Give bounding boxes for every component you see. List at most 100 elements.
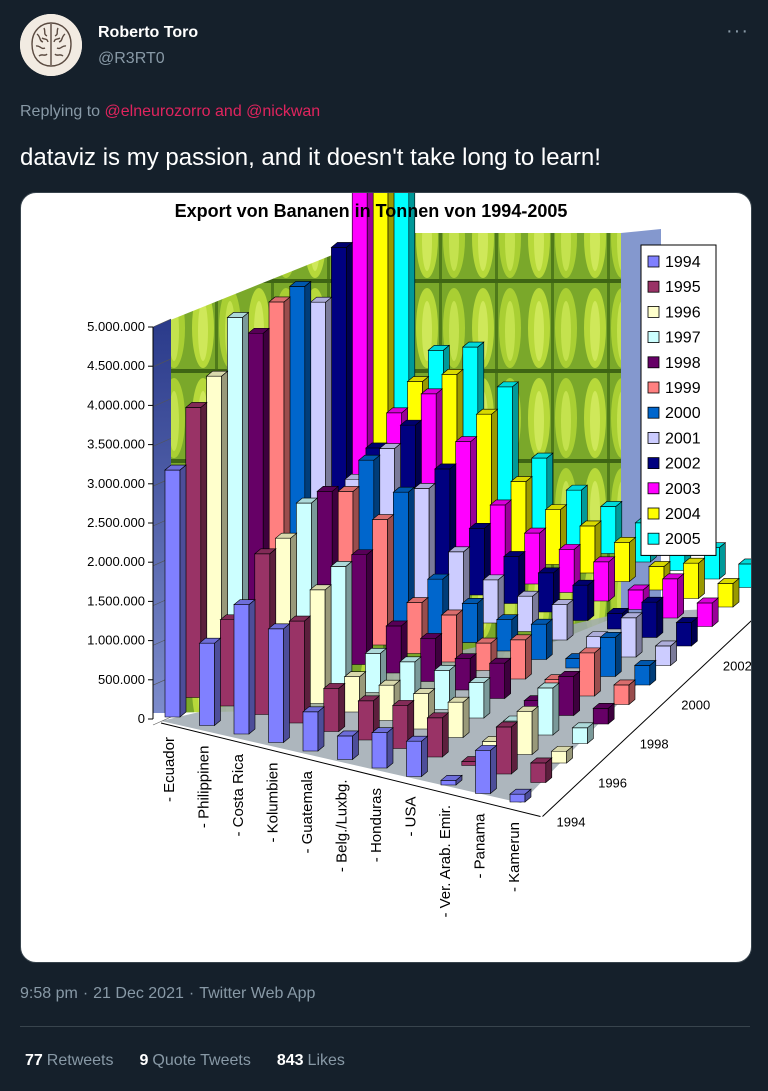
tweet-time[interactable]: 9:58 pm [20,985,78,1002]
retweets-count: 77 [25,1052,43,1069]
bar-1994-1 [198,637,222,727]
bar-1994-7 [405,735,429,778]
depth-axis-line [542,620,751,817]
bar-1994-3 [267,623,291,744]
likes-label: Likes [307,1052,345,1069]
bar-2003-10 [696,597,720,628]
legend-label: 2001 [665,430,701,447]
bar-1998-3 [350,549,374,666]
legend-swatch [647,482,660,495]
bar-1994-4 [302,706,325,752]
x-tick-label: - Panama [472,813,489,879]
bar-1999-5 [440,609,464,663]
bar-1997-7 [468,677,491,719]
user-handle: @R3RT0 [98,50,165,67]
tweet-source[interactable]: Twitter Web App [199,985,316,1002]
y-tick-label: 1.500.000 [87,593,145,608]
bar-2004-10 [717,577,740,608]
bar-1998-9 [557,670,581,717]
legend-label: 2002 [665,456,701,473]
legend-label: 1997 [665,330,701,347]
bar-1997-3 [330,560,353,685]
depth-tick-label: 1998 [640,737,669,752]
depth-tick-label: 2000 [681,698,710,713]
x-tick-label: - Costa Rica [230,753,247,836]
bar-2002-9 [641,596,664,639]
legend: 1994 1995 1996 1997 1998 1999 2000 2001 2002 2003… [640,244,717,556]
retweets-label: Retweets [46,1052,114,1069]
bar-2002-10 [675,616,699,647]
y-axis: 0 500.000 1.000.000 1.500.000 2.000.000 2.500… [87,319,154,726]
bar-2003-9 [661,573,685,619]
bar-1996-9 [516,705,539,756]
y-tick-label: 2.000.000 [87,554,145,569]
banana-export-chart: 0 500.000 1.000.000 1.500.000 2.000.000 2.500… [87,193,751,918]
depth-tick-label: 2002 [723,659,751,674]
brain-avatar-icon [20,14,82,76]
bar-1995-3 [288,615,312,724]
bar-1997-10 [571,722,595,745]
bar-1999-9 [578,647,602,697]
bar-1998-10 [592,702,616,725]
bar-1994-8 [440,774,463,786]
legend-swatch [647,457,660,470]
bar-1994-10 [509,788,532,803]
avatar[interactable] [20,14,82,76]
x-tick-label: - Kolumbien [265,763,282,843]
bar-1998-7 [488,657,512,700]
x-tick-label: - Guatemala [299,770,316,853]
tweet-media-chart[interactable]: 0 500.000 1.000.000 1.500.000 2.000.000 2.500… [20,192,752,963]
depth-tick-label: 1996 [598,776,627,791]
likes-stat[interactable]: 843 Likes [277,1052,345,1070]
y-tick-label: 2.500.000 [87,515,145,530]
bar-1999-7 [509,634,533,680]
x-tick-label: - USA [403,797,420,837]
bar-2000-7 [530,618,554,661]
grid-line [152,358,172,368]
more-options-icon[interactable]: ··· [726,20,749,42]
bar-1995-10 [529,757,553,784]
grid-line [152,398,172,407]
bar-2001-4 [447,546,471,616]
bar-2002-7 [572,579,595,622]
legend-label: 2004 [665,506,701,523]
reply-context: Replying to @elneurozorro and @nickwan [20,103,320,121]
reply-prefix: Replying to [20,103,101,120]
legend-swatch [647,507,660,520]
tweet-date[interactable]: 21 Dec 2021 [93,985,184,1002]
bar-2004-9 [682,557,706,600]
reply-mentions-link[interactable]: @elneurozorro and @nickwan [104,103,321,120]
bar-2004-7 [613,536,637,583]
bar-1995-4 [322,682,346,733]
bar-2001-7 [551,599,574,641]
bars-group [164,193,751,803]
retweets-stat[interactable]: 77 Retweets [25,1052,114,1070]
separator: · [82,985,89,1002]
legend-swatch [647,356,660,369]
bar-1994-9 [474,744,498,795]
legend-swatch [647,431,660,444]
legend-box [640,244,717,556]
legend-swatch [647,331,660,344]
y-tick-label: 5.000.000 [87,319,145,334]
separator: · [188,985,195,1002]
legend-label: 1995 [665,279,701,296]
bar-1999-3 [371,513,395,646]
bar-2001-9 [620,612,643,658]
y-tick-label: 1.000.000 [87,633,145,648]
legend-label: 1998 [665,355,701,372]
legend-swatch [647,306,660,318]
y-tick-label: 3.000.000 [87,476,145,491]
likes-count: 843 [276,1052,304,1069]
bar-1999-10 [613,679,636,706]
user-name[interactable]: Roberto Toro [98,24,199,41]
legend-swatch [647,255,660,268]
bar-2000-10 [633,659,657,686]
x-tick-label: - Philippinen [196,746,213,829]
bar-2001-5 [482,574,505,624]
bar-1996-5 [378,679,401,722]
quote-tweets-stat[interactable]: 9 Quote Tweets [140,1052,251,1070]
y-tick-label: 4.500.000 [87,358,145,373]
y-tick-label: 500.000 [98,672,145,687]
bar-1995-7 [426,712,450,758]
